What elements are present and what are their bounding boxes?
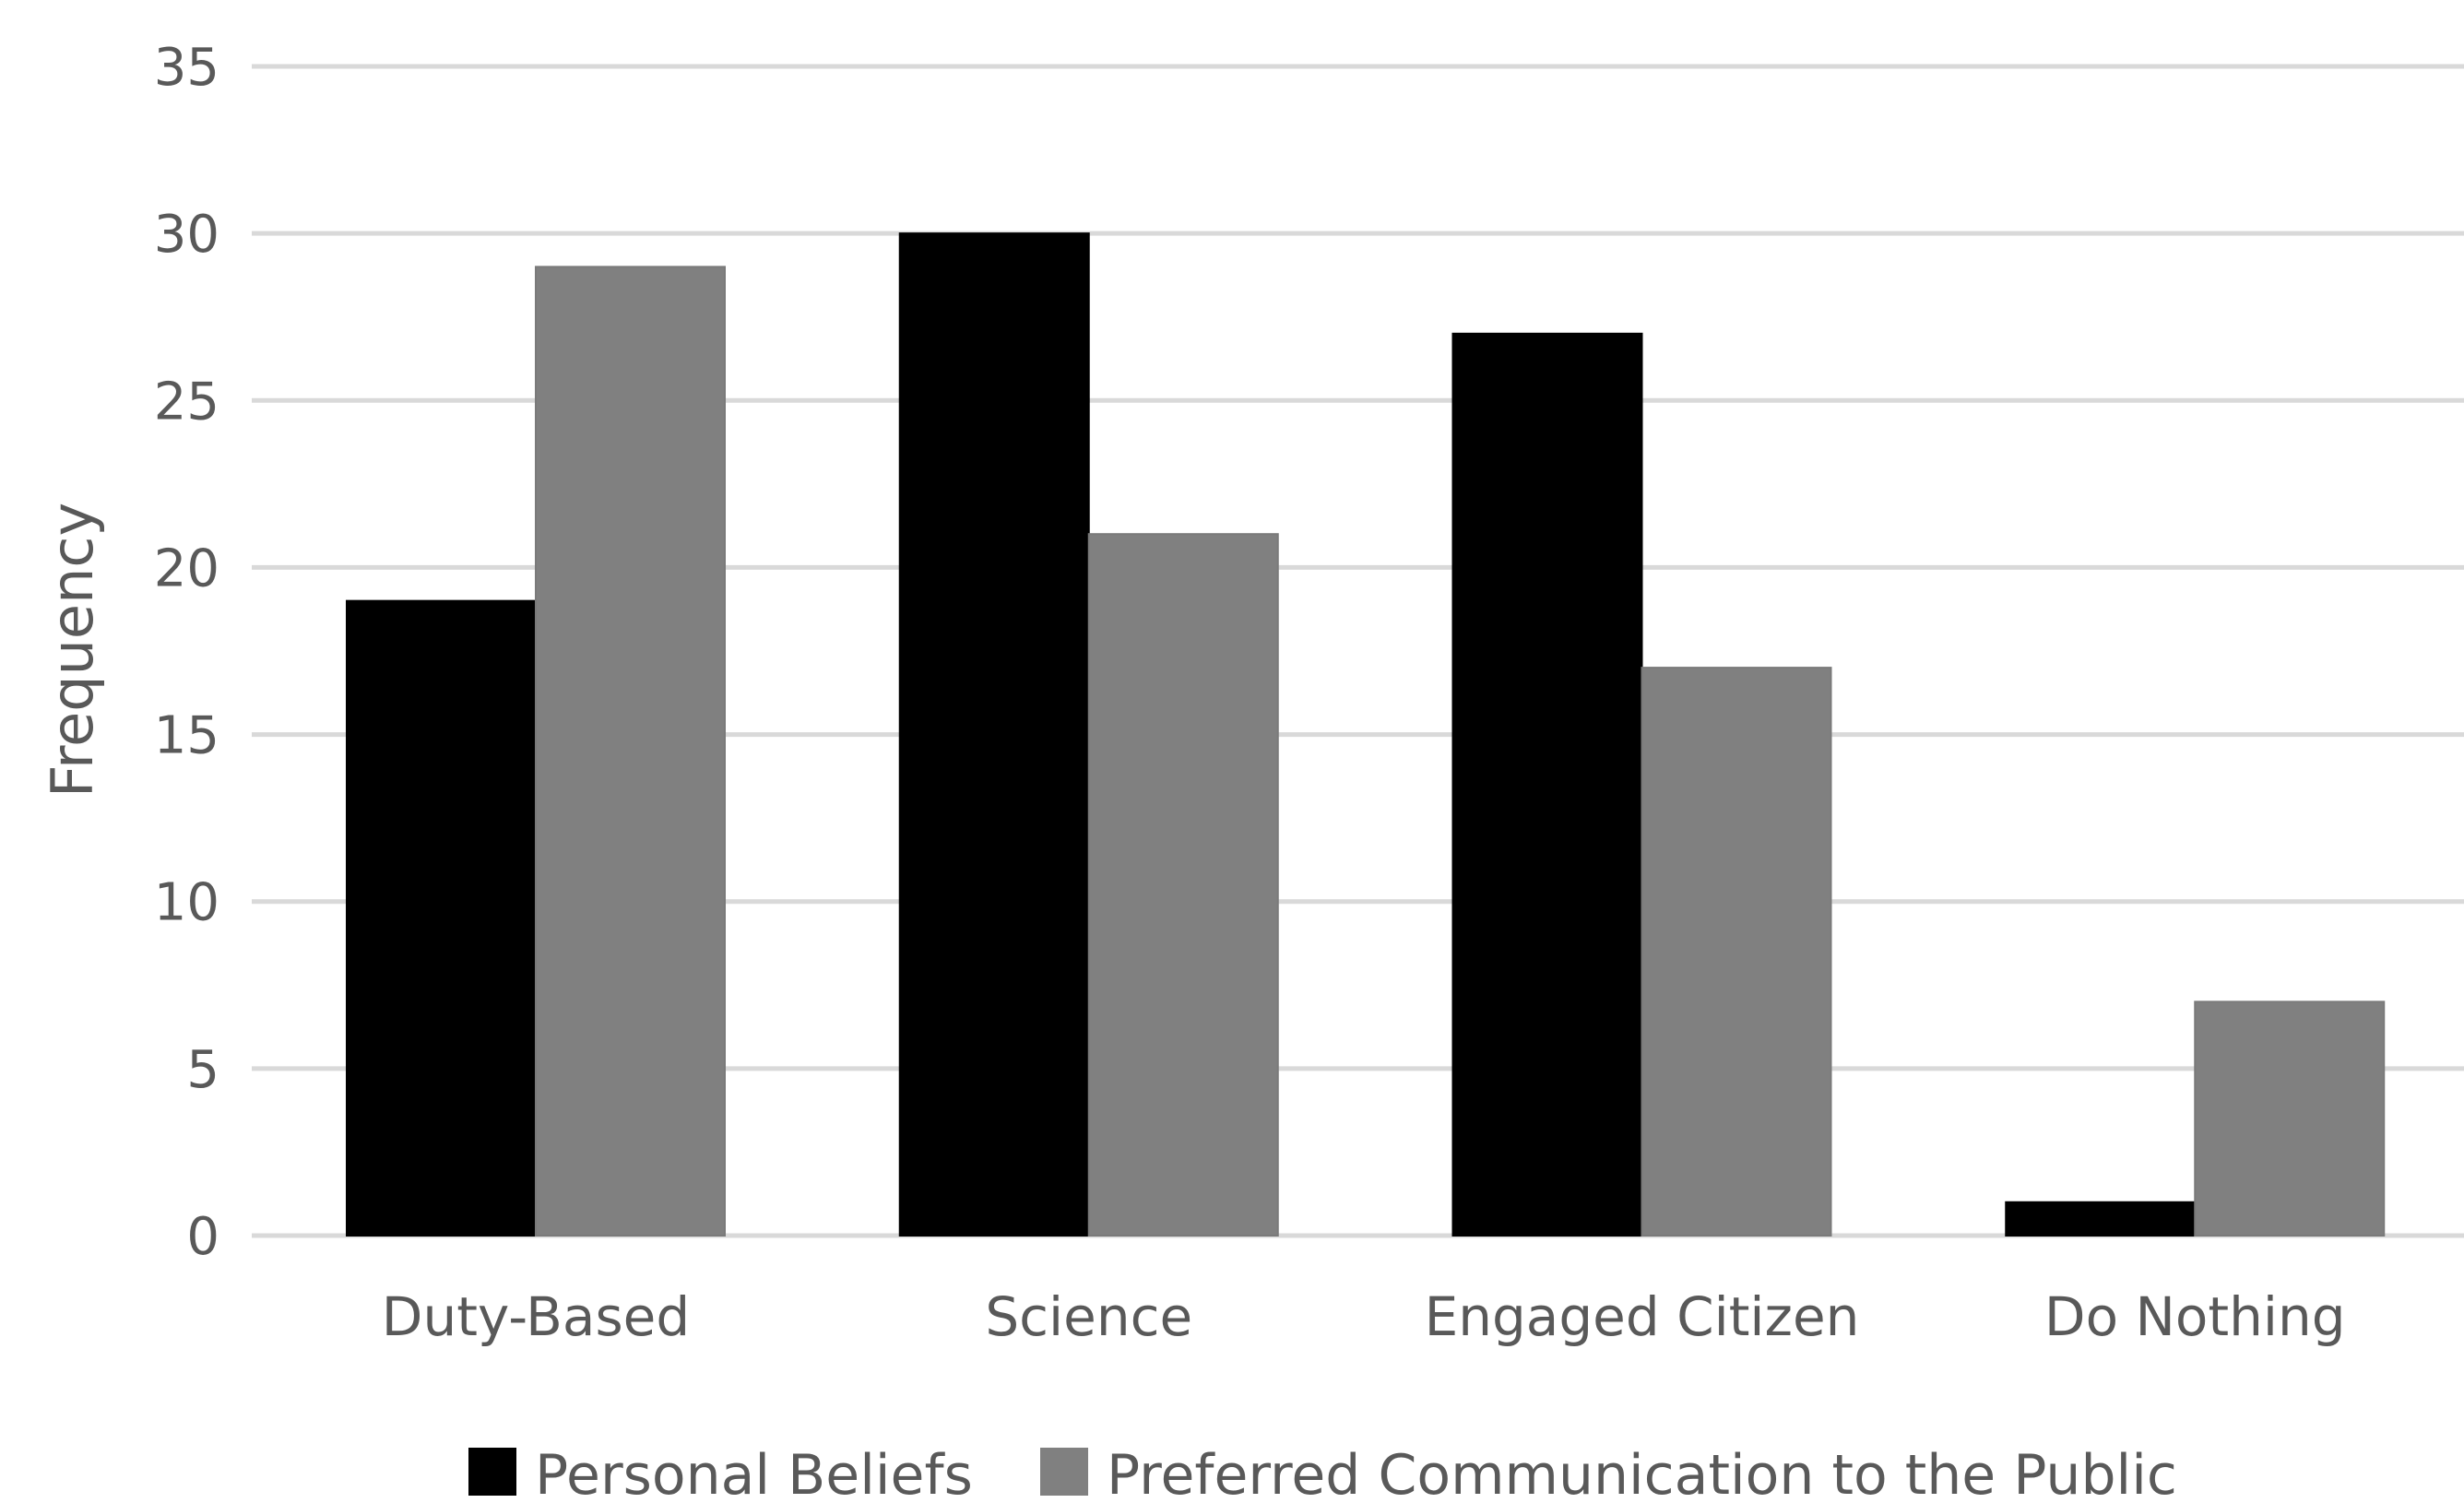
bar-duty-based-series-1 bbox=[346, 599, 537, 1237]
x-category-label-engaged-citizen: Engaged Citizen bbox=[1425, 1285, 1860, 1348]
bar-engaged-citizen-series-1 bbox=[1451, 332, 1643, 1237]
legend-label-series-2: Preferred Communication to the Public bbox=[1107, 1443, 2177, 1499]
y-tick-label-0: 0 bbox=[186, 1207, 219, 1267]
y-tick-label-20: 20 bbox=[154, 538, 219, 598]
x-category-label-science: Science bbox=[985, 1285, 1192, 1348]
y-tick-label-35: 35 bbox=[154, 38, 219, 98]
bar-do-nothing-series-1 bbox=[2005, 1201, 2197, 1237]
legend-swatch-series-2 bbox=[1040, 1448, 1088, 1496]
legend-swatch-series-1 bbox=[468, 1448, 516, 1496]
y-tick-label-5: 5 bbox=[186, 1040, 219, 1100]
x-category-label-do-nothing: Do Nothing bbox=[2044, 1285, 2346, 1348]
x-axis-category-labels: Duty-Based Science Engaged Citizen Do Nothi… bbox=[382, 1285, 2346, 1348]
y-axis-title: Frequency bbox=[39, 503, 106, 798]
bar-science-series-1 bbox=[898, 232, 1090, 1237]
y-tick-label-25: 25 bbox=[154, 372, 219, 432]
y-tick-label-10: 10 bbox=[154, 873, 219, 933]
y-tick-label-30: 30 bbox=[154, 205, 219, 265]
bar-science-series-2 bbox=[1087, 533, 1279, 1237]
bar-engaged-citizen-series-2 bbox=[1641, 667, 1832, 1237]
bars bbox=[346, 232, 2386, 1237]
x-category-label-duty-based: Duty-Based bbox=[382, 1285, 690, 1348]
legend-label-series-1: Personal Beliefs bbox=[535, 1443, 973, 1499]
bar-duty-based-series-2 bbox=[535, 266, 726, 1237]
bar-do-nothing-series-2 bbox=[2194, 1000, 2386, 1237]
y-axis-tick-labels: 0 5 10 15 20 25 30 35 bbox=[154, 38, 219, 1267]
y-tick-label-15: 15 bbox=[154, 706, 219, 766]
legend: Personal Beliefs Preferred Communication … bbox=[468, 1443, 2177, 1503]
